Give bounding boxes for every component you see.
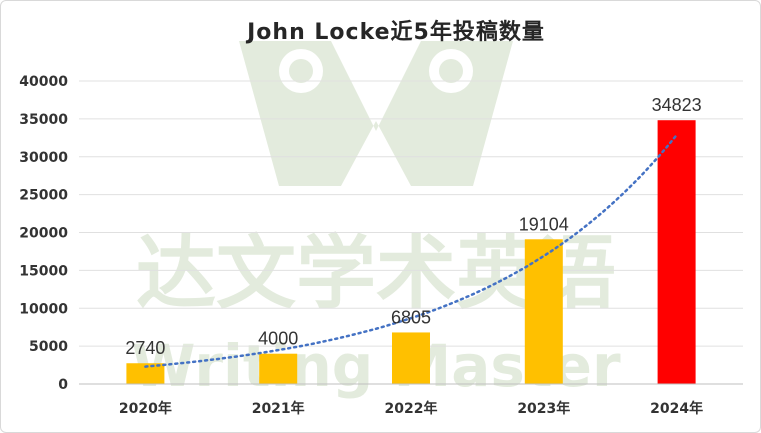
gridlines (79, 80, 743, 347)
y-tick-label: 35000 (19, 112, 68, 128)
trendline-group (144, 133, 678, 368)
y-tick-label: 30000 (19, 150, 68, 166)
x-tick-label: 2021年 (252, 400, 305, 417)
y-tick-label: 40000 (19, 74, 68, 90)
y-tick-label: 0 (58, 377, 68, 393)
data-label: 6805 (391, 307, 431, 327)
x-axis-tick-labels: 2020年 2021年 2022年 2023年 2024年 (119, 400, 703, 417)
bar-2 (259, 353, 298, 384)
trendline (144, 133, 678, 368)
data-labels: 2740 4000 6805 19104 34823 (125, 95, 701, 358)
y-axis-tick-labels: 0 5000 10000 15000 20000 25000 30000 35000 40000 (19, 74, 68, 393)
data-label: 19104 (519, 214, 569, 234)
y-tick-label: 20000 (19, 226, 68, 242)
chart-title: John Locke近5年投稿数量 (245, 19, 545, 45)
x-tick-label: 2024年 (650, 400, 703, 417)
bar-4 (524, 239, 563, 384)
data-label: 4000 (258, 329, 298, 349)
data-label: 34823 (652, 95, 702, 115)
watermark-logo-icon (239, 41, 513, 186)
bars (126, 120, 696, 385)
x-tick-label: 2020年 (119, 400, 172, 417)
data-label: 2740 (125, 338, 165, 358)
y-tick-label: 10000 (19, 301, 68, 317)
y-tick-label: 15000 (19, 263, 68, 279)
bar-1 (126, 363, 165, 384)
bar-3 (392, 332, 430, 384)
y-tick-label: 25000 (19, 188, 68, 204)
y-tick-label: 5000 (29, 339, 68, 355)
x-tick-label: 2023年 (517, 400, 570, 417)
bar-5 (657, 120, 696, 385)
x-tick-label: 2022年 (385, 400, 438, 417)
